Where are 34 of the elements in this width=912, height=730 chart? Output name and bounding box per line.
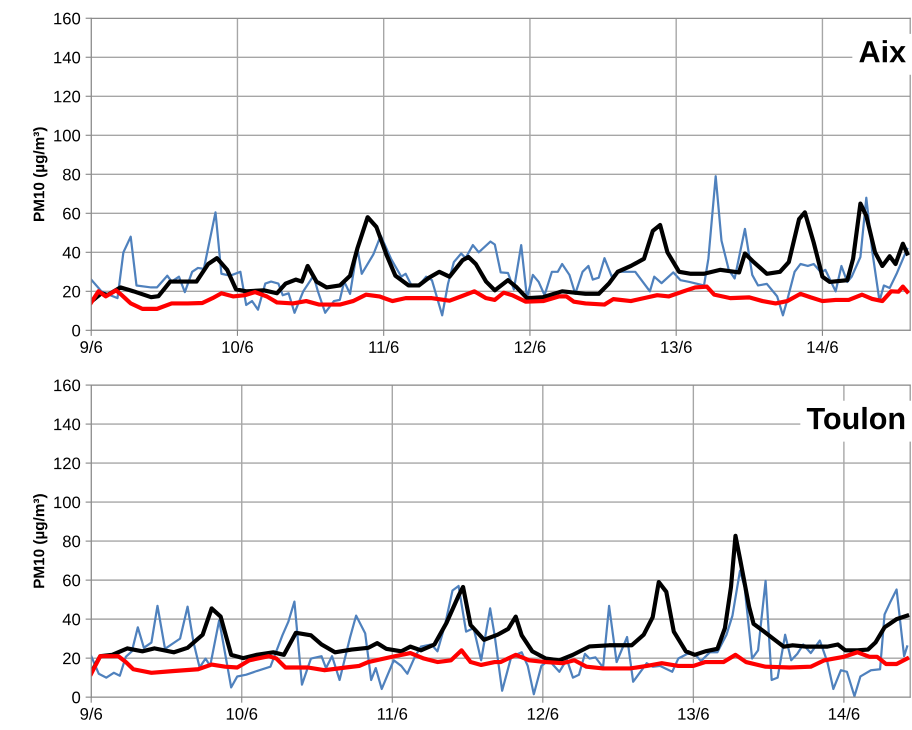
x-tick-label: 9/6 xyxy=(80,340,102,353)
y-tick-label: 80 xyxy=(62,168,80,180)
x-tick-label: 14/6 xyxy=(807,340,838,353)
x-tick-label: 13/6 xyxy=(661,340,692,353)
y-axis-title: PM10 (µg/m³) xyxy=(33,127,48,221)
x-tick-label: 14/6 xyxy=(828,708,860,720)
y-tick-label: 140 xyxy=(54,52,80,64)
y-tick-label: 120 xyxy=(54,90,80,102)
y-tick-label: 120 xyxy=(54,457,80,470)
y-tick-label: 80 xyxy=(62,536,80,548)
x-tick-label: 12/6 xyxy=(528,708,558,720)
y-tick-label: 160 xyxy=(54,12,80,24)
y-tick-label: 40 xyxy=(62,246,80,259)
y-axis-title: PM10 (µg/m³) xyxy=(33,494,48,588)
y-tick-label: 0 xyxy=(72,324,80,337)
x-tick-label: 11/6 xyxy=(378,708,408,720)
y-tick-label: 60 xyxy=(63,208,80,220)
y-tick-label: 60 xyxy=(63,574,80,586)
x-tick-label: 10/6 xyxy=(222,340,253,353)
y-tick-label: 140 xyxy=(54,418,80,430)
y-tick-label: 100 xyxy=(54,496,80,508)
x-tick-label: 11/6 xyxy=(369,340,399,353)
x-tick-label: 12/6 xyxy=(514,340,546,353)
x-tick-label: 9/6 xyxy=(80,708,102,720)
y-tick-label: 160 xyxy=(54,379,80,392)
y-tick-label: 40 xyxy=(62,614,80,626)
y-tick-label: 20 xyxy=(63,286,80,298)
y-tick-label: 100 xyxy=(54,130,80,142)
y-tick-label: 20 xyxy=(63,652,80,664)
x-tick-label: 13/6 xyxy=(678,708,709,720)
x-tick-label: 10/6 xyxy=(226,708,258,720)
text: Aix xyxy=(859,40,906,62)
y-tick-label: 0 xyxy=(72,692,80,704)
text: Toulon xyxy=(806,406,904,430)
